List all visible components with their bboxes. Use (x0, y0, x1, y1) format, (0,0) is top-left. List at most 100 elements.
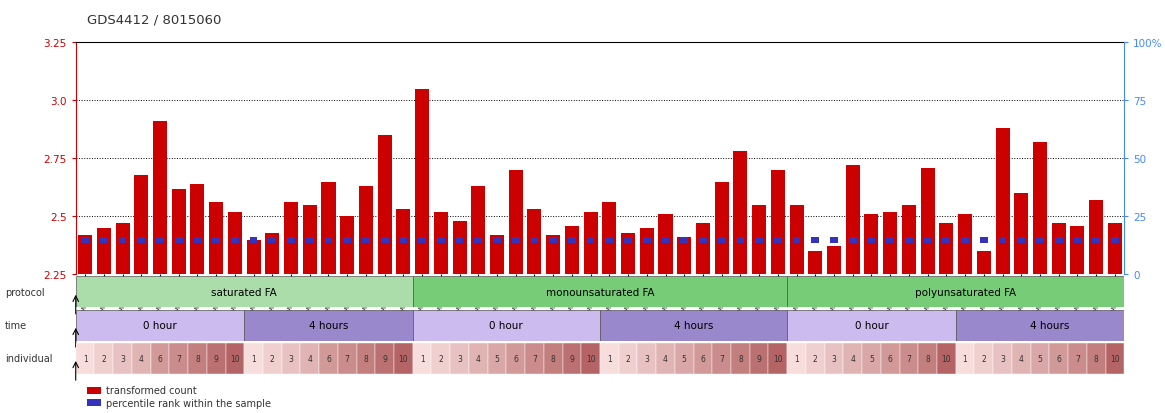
Bar (544, 343, 563, 374)
Text: 1: 1 (419, 354, 424, 363)
Bar (207, 343, 226, 374)
Bar (862, 343, 881, 374)
Bar (228, 212, 242, 275)
Bar (640, 228, 654, 275)
Bar (288, 237, 295, 243)
Bar (1093, 237, 1100, 243)
Bar (437, 237, 445, 243)
Text: 10: 10 (941, 354, 951, 363)
Text: 7: 7 (719, 354, 725, 363)
Bar (171, 189, 185, 275)
Bar (175, 237, 183, 243)
Bar (584, 212, 598, 275)
Bar (338, 343, 356, 374)
Bar (137, 237, 146, 243)
Text: 1: 1 (795, 354, 799, 363)
Text: 4 hours: 4 hours (1030, 320, 1069, 330)
Bar (322, 182, 336, 275)
Bar (887, 237, 894, 243)
Bar (76, 277, 412, 308)
Text: 3: 3 (120, 354, 125, 363)
Text: 5: 5 (495, 354, 500, 363)
Bar (955, 343, 974, 374)
Bar (82, 237, 89, 243)
Text: 5: 5 (869, 354, 874, 363)
Bar (488, 343, 507, 374)
Text: 6: 6 (157, 354, 162, 363)
Bar (718, 237, 726, 243)
Bar (412, 343, 431, 374)
Bar (843, 343, 862, 374)
Bar (693, 343, 712, 374)
Bar (1054, 237, 1062, 243)
Bar (210, 203, 224, 275)
Bar (769, 343, 788, 374)
Text: monounsaturated FA: monounsaturated FA (545, 287, 655, 297)
Bar (656, 343, 675, 374)
Text: 10: 10 (774, 354, 783, 363)
Bar (319, 343, 338, 374)
Bar (662, 237, 670, 243)
Bar (696, 224, 709, 275)
Bar (362, 237, 369, 243)
Text: percentile rank within the sample: percentile rank within the sample (106, 398, 271, 408)
Text: 7: 7 (1075, 354, 1080, 363)
Bar (431, 343, 450, 374)
Bar (78, 235, 92, 275)
Bar (868, 237, 875, 243)
Bar (340, 217, 354, 275)
Bar (771, 171, 785, 275)
Text: saturated FA: saturated FA (211, 287, 277, 297)
Bar (245, 310, 412, 341)
Bar (412, 277, 788, 308)
Bar (774, 237, 782, 243)
Bar (115, 224, 129, 275)
Text: 7: 7 (176, 354, 181, 363)
Bar (249, 237, 257, 243)
Bar (268, 237, 276, 243)
Bar (1017, 237, 1025, 243)
Bar (1036, 237, 1044, 243)
Text: 3: 3 (644, 354, 649, 363)
Text: 4: 4 (139, 354, 143, 363)
Text: 9: 9 (213, 354, 219, 363)
Bar (1074, 237, 1081, 243)
Bar (581, 343, 600, 374)
Bar (937, 343, 955, 374)
Text: 1: 1 (252, 354, 256, 363)
Text: polyunsaturated FA: polyunsaturated FA (915, 287, 1016, 297)
Bar (245, 343, 263, 374)
Bar (418, 237, 426, 243)
Bar (474, 237, 482, 243)
Bar (924, 237, 932, 243)
Text: 0 hour: 0 hour (143, 320, 177, 330)
Bar (755, 237, 763, 243)
Bar (712, 343, 732, 374)
Text: 9: 9 (757, 354, 762, 363)
Text: 6: 6 (700, 354, 705, 363)
Bar (301, 343, 319, 374)
Text: 7: 7 (345, 354, 350, 363)
Bar (394, 343, 412, 374)
Bar (958, 214, 972, 275)
Text: 0 hour: 0 hour (855, 320, 889, 330)
Bar (231, 237, 239, 243)
Bar (606, 237, 613, 243)
Text: 8: 8 (363, 354, 368, 363)
Text: 6: 6 (514, 354, 518, 363)
Text: 2: 2 (101, 354, 106, 363)
Bar (1033, 143, 1047, 275)
Text: time: time (5, 320, 27, 330)
Bar (750, 343, 769, 374)
Text: 3: 3 (832, 354, 836, 363)
Bar (788, 343, 806, 374)
Bar (753, 205, 767, 275)
Bar (525, 343, 544, 374)
Text: 8: 8 (1094, 354, 1099, 363)
Bar (400, 237, 408, 243)
Bar (113, 343, 132, 374)
Bar (883, 212, 897, 275)
Bar (247, 240, 261, 275)
Bar (621, 233, 635, 275)
Bar (996, 129, 1010, 275)
